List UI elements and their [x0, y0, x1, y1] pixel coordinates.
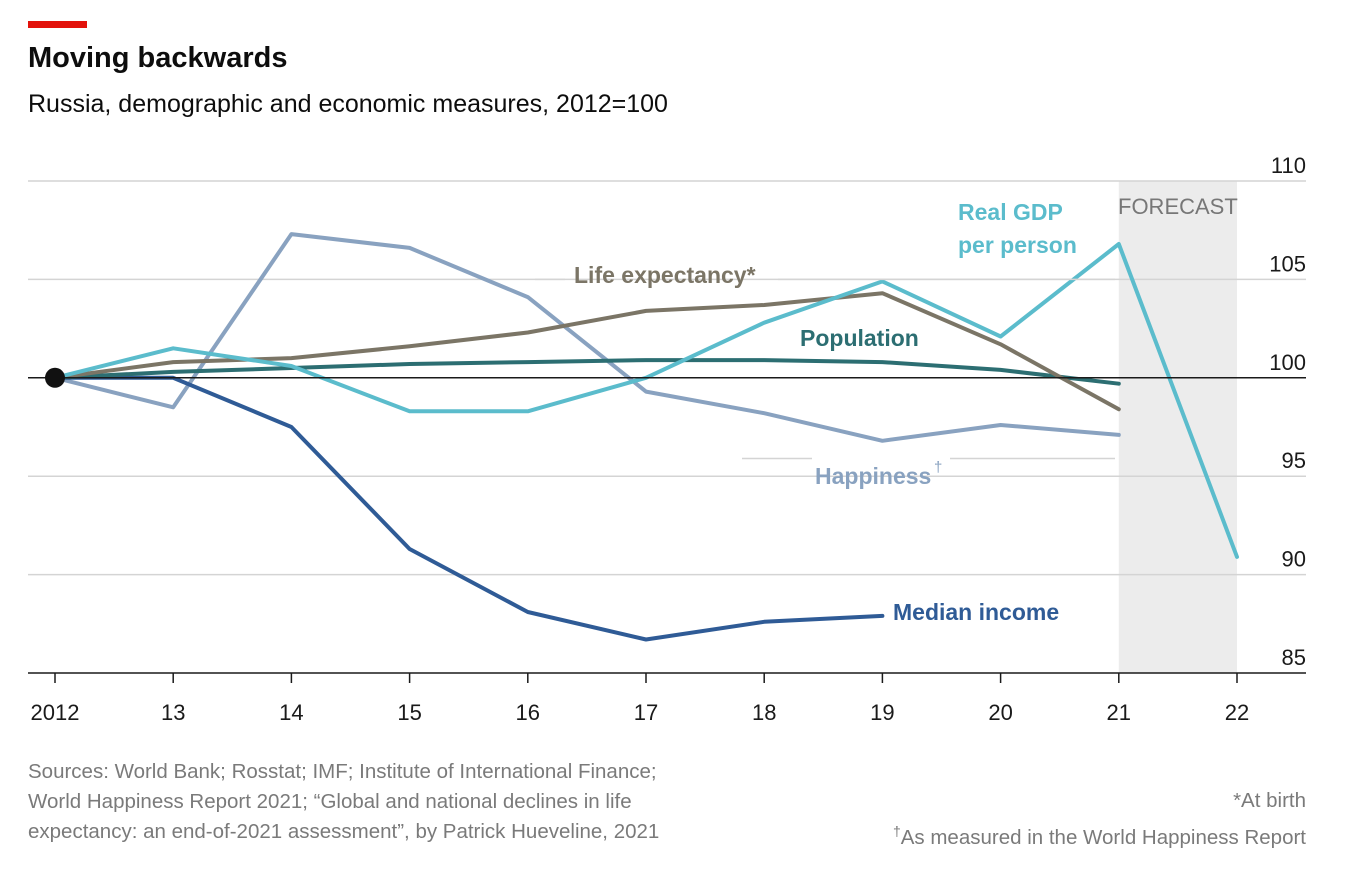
happiness-label-mark: †: [934, 459, 942, 476]
dagger-mark: †: [892, 823, 901, 839]
x-tick-label: 2012: [31, 700, 80, 725]
series-line: [53, 375, 885, 642]
series-line: [53, 232, 1121, 443]
x-tick-label: 22: [1225, 700, 1249, 725]
line-chart: FORECAST 85 90 95 100 105 110 2012 13 14 15 16 17 18 1…: [28, 153, 1306, 725]
x-tick-label: 14: [279, 700, 303, 725]
y-tick-label: 85: [1282, 645, 1306, 670]
sources-line: Sources: World Bank; Rosstat; IMF; Insti…: [28, 760, 657, 783]
x-tick-label: 17: [634, 700, 658, 725]
y-tick-label: 105: [1269, 251, 1306, 276]
y-tick-label: 100: [1269, 350, 1306, 375]
x-tick-label: 19: [870, 700, 894, 725]
sources-note: Sources: World Bank; Rosstat; IMF; Insti…: [28, 757, 748, 847]
x-tick-label: 18: [752, 700, 776, 725]
sources-line: expectancy: an end-of-2021 assessment”, …: [28, 820, 660, 843]
chart-title: Moving backwards: [28, 42, 288, 74]
forecast-band: [1118, 181, 1237, 673]
series-line: [53, 291, 1121, 412]
y-tick-label: 110: [1271, 153, 1306, 178]
y-tick-label: 90: [1282, 547, 1306, 572]
x-tick-label: 20: [988, 700, 1012, 725]
x-tick-label: 16: [516, 700, 540, 725]
gdp-label-line2: per person: [958, 232, 1077, 258]
start-point: [45, 367, 65, 388]
happiness-label: Happiness: [815, 463, 931, 489]
y-tick-label: 95: [1282, 448, 1306, 473]
x-tick-label: 13: [161, 700, 185, 725]
series-line: [53, 358, 1121, 386]
footnote-happiness: †As measured in the World Happiness Repo…: [893, 816, 1306, 853]
life-expectancy-label: Life expectancy*: [574, 262, 756, 288]
forecast-label: FORECAST: [1118, 194, 1238, 219]
sources-line: World Happiness Report 2021; “Global and…: [28, 790, 632, 813]
x-tick-label: 15: [397, 700, 421, 725]
x-tick-label: 21: [1107, 700, 1131, 725]
footnote-happiness-text: As measured in the World Happiness Repor…: [900, 825, 1306, 849]
gdp-label-line1: Real GDP: [958, 199, 1063, 225]
footnote-at-birth: *At birth: [1233, 789, 1306, 812]
chart-subtitle: Russia, demographic and economic measure…: [28, 90, 668, 118]
brand-red-bar: [28, 21, 87, 28]
median-income-label: Median income: [893, 599, 1059, 625]
footnotes: *At birth †As measured in the World Happ…: [893, 786, 1306, 853]
population-label: Population: [800, 325, 919, 351]
